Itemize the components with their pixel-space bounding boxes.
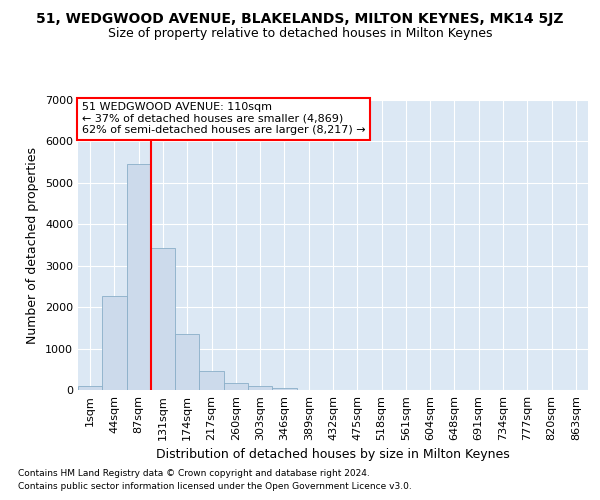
Text: Contains public sector information licensed under the Open Government Licence v3: Contains public sector information licen… (18, 482, 412, 491)
Bar (127, 164, 151, 390)
Bar (199, 371, 224, 390)
X-axis label: Distribution of detached houses by size in Milton Keynes: Distribution of detached houses by size … (156, 448, 510, 462)
Bar (248, 386, 272, 390)
Bar (151, 248, 175, 390)
Bar (78, 386, 102, 390)
Bar (175, 334, 199, 390)
Bar (272, 388, 296, 390)
Y-axis label: Number of detached properties: Number of detached properties (26, 146, 40, 344)
Text: 51, WEDGWOOD AVENUE, BLAKELANDS, MILTON KEYNES, MK14 5JZ: 51, WEDGWOOD AVENUE, BLAKELANDS, MILTON … (36, 12, 564, 26)
Text: 51 WEDGWOOD AVENUE: 110sqm
← 37% of detached houses are smaller (4,869)
62% of s: 51 WEDGWOOD AVENUE: 110sqm ← 37% of deta… (82, 102, 365, 136)
Text: Size of property relative to detached houses in Milton Keynes: Size of property relative to detached ho… (108, 28, 492, 40)
Text: Contains HM Land Registry data © Crown copyright and database right 2024.: Contains HM Land Registry data © Crown c… (18, 468, 370, 477)
Bar (102, 296, 127, 390)
Bar (224, 383, 248, 390)
